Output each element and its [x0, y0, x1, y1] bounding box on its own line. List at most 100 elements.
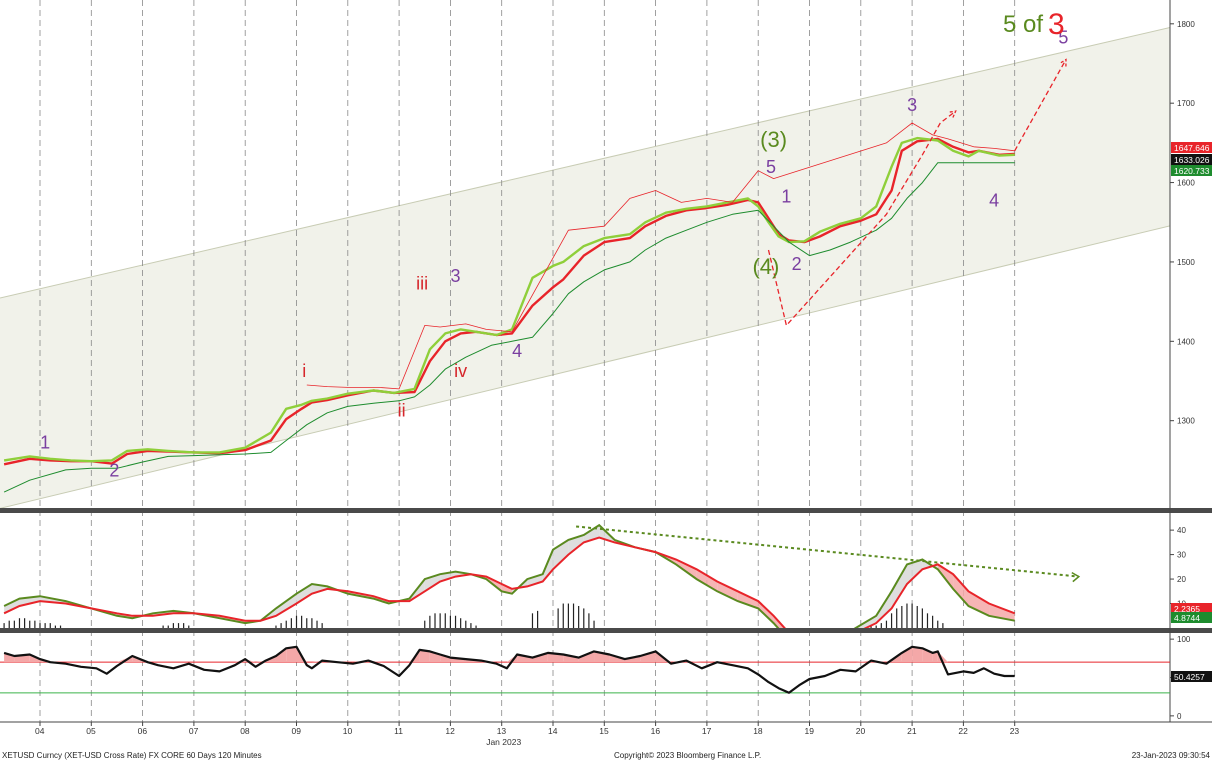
x-tick-label: 23: [1010, 726, 1020, 736]
price-series-1: [3, 136, 1015, 463]
rsi-overbought-fill: [547, 652, 564, 663]
channel-upper-line: [0, 26, 1170, 299]
wave-label: 2: [109, 460, 119, 480]
panel-separator-2: [0, 628, 1212, 633]
rsi-overbought-fill: [922, 648, 933, 663]
rsi-overbought-fill: [855, 660, 872, 663]
price-channel: [0, 26, 1170, 508]
osc-fill-segment: [696, 569, 718, 592]
wave-label: (3): [760, 127, 787, 152]
oscillator-panel: [3, 523, 1081, 653]
osc-fill-segment: [737, 591, 759, 609]
footer-source: XETUSD Curncy (XET-USD Cross Rate) FX CO…: [2, 751, 262, 760]
title-annotation-wave: 3: [1048, 8, 1065, 41]
wave-label: ii: [398, 401, 406, 421]
divergence-arrow: [1071, 571, 1081, 583]
x-tick-label: 13: [497, 726, 507, 736]
osc-fill-segment: [568, 535, 584, 555]
rsi-overbought-fill: [912, 646, 923, 663]
osc-series-red: [3, 536, 1016, 628]
x-tick-label: 09: [292, 726, 302, 736]
price-series-2: [3, 162, 1015, 493]
x-tick-label: 20: [856, 726, 866, 736]
projection-path-0: [767, 110, 957, 327]
rsi-last-value-bg: [1171, 671, 1212, 682]
x-tick-label: 21: [907, 726, 917, 736]
wave-label: 1: [40, 432, 50, 452]
x-tick-label: 04: [35, 726, 45, 736]
footer-timestamp: 23-Jan-2023 09:30:54: [1131, 751, 1210, 760]
wave-label: iii: [416, 274, 428, 294]
x-tick-label: 16: [651, 726, 661, 736]
osc-fill-segment: [717, 581, 738, 602]
last-value-green: 1620.733: [1174, 166, 1210, 176]
axes: 1300140015001600170018001020304005010016…: [1170, 20, 1212, 721]
osc-fill-segment: [527, 574, 543, 587]
rsi-series: [3, 645, 1015, 694]
last-value-green-bg: [1171, 165, 1212, 176]
channel-fill: [0, 27, 1170, 508]
last-value-black: 1633.026: [1174, 155, 1210, 165]
rsi-last-value: 50.4257: [1174, 672, 1205, 682]
wave-label: 2: [792, 254, 802, 274]
x-tick-label: 07: [189, 726, 199, 736]
divergence-trendline: [575, 525, 1079, 578]
projection-arrow-1: [1059, 58, 1067, 67]
rsi-overbought-fill: [517, 654, 533, 663]
osc-fill-segment: [758, 601, 774, 624]
wave-label: iv: [454, 361, 467, 381]
wave-label: i: [302, 361, 306, 381]
rsi-overbought-fill: [419, 649, 430, 663]
x-tick-label: 18: [753, 726, 763, 736]
y-tick-label: 1800: [1177, 20, 1195, 29]
title-annotation-prefix: 5 of: [1003, 11, 1043, 38]
rsi-overbought-fill: [932, 651, 938, 663]
osc-fill-segment: [891, 564, 907, 609]
osc-fill-segment: [275, 593, 297, 616]
osc-fill-segment: [676, 559, 697, 580]
osc-fill-segment: [968, 591, 990, 616]
x-tick-label: 08: [240, 726, 250, 736]
osc-fill-segment: [296, 583, 312, 604]
osc-last-red: 2.2365: [1174, 604, 1200, 614]
y-tick-label: 1600: [1177, 179, 1195, 188]
x-axis: 04 05 06 07 08 09 10 11 12 13 14 15 16 17 18 19 20 21 22 23…: [35, 722, 1019, 747]
y-tick-label: 100: [1177, 635, 1191, 644]
rsi-overbought-fill: [640, 651, 656, 663]
x-tick-label: 15: [599, 726, 609, 736]
wave-label: 3: [907, 95, 917, 115]
wave-label: 1: [781, 186, 791, 206]
x-tick-label: 22: [958, 726, 968, 736]
osc-fill-segment: [789, 633, 810, 653]
x-tick-label: 19: [805, 726, 815, 736]
x-month-label: Jan 2023: [486, 737, 521, 747]
osc-fill-segment: [4, 598, 20, 614]
x-tick-label: 11: [394, 726, 403, 736]
wave-label: (4): [752, 254, 779, 279]
y-tick-label: 1500: [1177, 258, 1195, 267]
rsi-overbought-fill: [275, 648, 287, 663]
osc-last-red-bg: [1171, 603, 1212, 614]
y-tick-label: 1400: [1177, 337, 1195, 346]
x-tick-label: 05: [86, 726, 96, 736]
osc-last-green-bg: [1171, 612, 1212, 623]
wave-label: 4: [989, 190, 999, 210]
osc-last-green: 4.8744: [1174, 613, 1200, 623]
rsi-overbought-fill: [563, 654, 579, 663]
x-tick-label: 10: [343, 726, 353, 736]
y-tick-label: 40: [1177, 526, 1186, 535]
wave-label: 3: [451, 266, 461, 286]
x-tick-label: 17: [702, 726, 712, 736]
rsi-overbought-fill: [532, 652, 548, 663]
x-tick-label: 06: [138, 726, 148, 736]
y-tick-label: 1300: [1177, 417, 1195, 426]
panel-separator-1: [0, 508, 1212, 513]
y-tick-label: 20: [1177, 575, 1186, 584]
channel-lower-line: [0, 225, 1170, 508]
y-tick-label: 1700: [1177, 99, 1195, 108]
x-tick-label: 12: [445, 726, 455, 736]
y-tick-label: 0: [1177, 712, 1182, 721]
osc-fill-segment: [953, 574, 969, 606]
wave-label: 4: [512, 341, 522, 361]
